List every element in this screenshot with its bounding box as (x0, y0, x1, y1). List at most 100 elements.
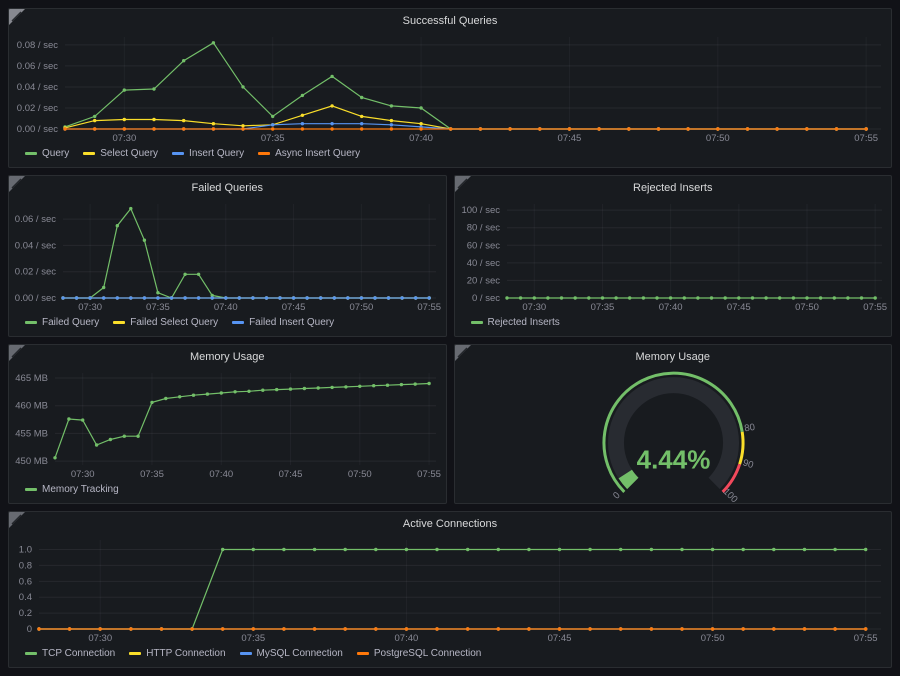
panel-corner-notice-icon[interactable] (9, 9, 25, 25)
legend-series-color-swatch (172, 152, 184, 155)
legend-series-color-swatch (240, 652, 252, 655)
y-axis-tick-label: 1.0 (19, 545, 32, 556)
dashboard: Successful Queries 07:30 07:35 07:40 07:45 0… (0, 0, 900, 676)
time-series-chart[interactable]: 07:3007:3507:4007:4507:5007:550 / sec20 … (455, 197, 892, 314)
y-axis-tick-label: 0.6 (19, 576, 32, 587)
panel-corner-notice-icon[interactable] (455, 176, 471, 192)
y-axis-tick-label: 465 MB (15, 373, 48, 384)
legend-item-async-insert-query[interactable]: Async Insert Query (258, 148, 360, 159)
panel-corner-notice-icon[interactable] (9, 512, 25, 528)
y-axis-tick-label: 450 MB (15, 456, 48, 467)
panel-corner-notice-icon[interactable] (9, 176, 25, 192)
gauge-scale-label: 100 (720, 486, 739, 503)
x-axis-tick-label: 07:50 (701, 633, 725, 644)
legend-item-postgresql-connection[interactable]: PostgreSQL Connection (357, 648, 481, 659)
y-axis-tick-label: 0.02 / sec (15, 267, 56, 278)
x-axis-tick-label: 07:35 (241, 633, 265, 644)
legend-item-query[interactable]: Query (25, 148, 69, 159)
gauge-chart[interactable]: 080901004.44% (455, 366, 892, 503)
y-axis-tick-label: 0.00 / sec (17, 124, 58, 135)
chart-canvas: 07:3007:3507:4007:4507:5007:550 / sec20 … (455, 197, 892, 314)
x-axis-tick-label: 07:30 (522, 302, 546, 313)
x-axis-tick-label: 07:35 (261, 133, 285, 144)
x-axis-tick-label: 07:35 (146, 302, 170, 313)
time-series-chart[interactable]: 07:3007:3507:4007:4507:5007:5500.20.40.6… (9, 533, 891, 645)
x-axis-tick-label: 07:55 (863, 302, 887, 313)
x-axis-tick-label: 07:45 (548, 633, 572, 644)
time-series-chart[interactable]: 07:3007:3507:4007:4507:5007:550.00 / sec… (9, 197, 446, 314)
chart-canvas: 07:3007:3507:4007:4507:5007:5500.20.40.6… (9, 533, 891, 645)
gauge-scale-label: 80 (743, 422, 755, 435)
x-axis-tick-label: 07:50 (795, 302, 819, 313)
panel-title[interactable]: Successful Queries (9, 9, 891, 30)
series-line-memory-tracking (55, 384, 429, 458)
y-axis-tick-label: 0.02 / sec (17, 103, 58, 114)
panel-rejected-inserts: Rejected Inserts 07:3007:3507:4007:4507:… (454, 175, 893, 337)
y-axis-tick-label: 100 / sec (461, 205, 500, 216)
legend-item-failed-insert-query[interactable]: Failed Insert Query (232, 317, 334, 328)
legend-item-select-query[interactable]: Select Query (83, 148, 158, 159)
legend-series-label: Failed Query (42, 317, 99, 328)
panel-legend: Query Select Query Insert Query Async Inser… (9, 145, 891, 167)
legend-series-color-swatch (113, 321, 125, 324)
legend-series-label: Query (42, 148, 69, 159)
legend-series-color-swatch (129, 652, 141, 655)
gauge-canvas: 080901004.44% (455, 366, 892, 503)
y-axis-tick-label: 40 / sec (466, 258, 500, 269)
y-axis-tick-label: 0.2 (19, 608, 32, 619)
panel-legend: Memory Tracking (9, 481, 446, 503)
series-line-select-query (65, 106, 866, 129)
panel-legend: TCP Connection HTTP Connection MySQL Conne… (9, 645, 891, 667)
y-axis-tick-label: 460 MB (15, 401, 48, 412)
legend-series-color-swatch (258, 152, 270, 155)
panel-title[interactable]: Memory Usage (455, 345, 892, 366)
panel-corner-notice-icon[interactable] (9, 345, 25, 361)
legend-series-color-swatch (25, 152, 37, 155)
legend-series-color-swatch (83, 152, 95, 155)
x-axis-tick-label: 07:35 (590, 302, 614, 313)
legend-item-failed-query[interactable]: Failed Query (25, 317, 99, 328)
legend-item-failed-select-query[interactable]: Failed Select Query (113, 317, 218, 328)
y-axis-tick-label: 0.08 / sec (17, 40, 58, 51)
legend-series-color-swatch (357, 652, 369, 655)
legend-item-rejected-inserts[interactable]: Rejected Inserts (471, 317, 560, 328)
legend-series-color-swatch (25, 488, 37, 491)
y-axis-tick-label: 20 / sec (466, 275, 500, 286)
panel-memory-usage-gauge: Memory Usage 080901004.44% (454, 344, 893, 504)
x-axis-tick-label: 07:35 (140, 469, 164, 480)
legend-item-tcp-connection[interactable]: TCP Connection (25, 648, 115, 659)
time-series-chart[interactable]: 07:3007:3507:4007:4507:5007:55450 MB455 … (9, 366, 446, 481)
x-axis-tick-label: 07:45 (279, 469, 303, 480)
x-axis-tick-label: 07:30 (71, 469, 95, 480)
y-axis-tick-label: 0 (27, 624, 32, 635)
y-axis-tick-label: 0.06 / sec (17, 61, 58, 72)
panel-title[interactable]: Active Connections (9, 512, 891, 533)
x-axis-tick-label: 07:30 (78, 302, 102, 313)
legend-item-memory-tracking[interactable]: Memory Tracking (25, 484, 119, 495)
legend-series-label: Rejected Inserts (488, 317, 560, 328)
time-series-chart[interactable]: 07:3007:3507:4007:4507:5007:550.00 / sec… (9, 30, 891, 145)
x-axis-tick-label: 07:30 (88, 633, 112, 644)
gauge-value-text: 4.44% (636, 445, 710, 475)
gauge-value-arc (625, 474, 633, 483)
y-axis-tick-label: 455 MB (15, 428, 48, 439)
legend-item-http-connection[interactable]: HTTP Connection (129, 648, 225, 659)
legend-series-label: Failed Insert Query (249, 317, 334, 328)
gauge-scale-label: 0 (611, 490, 623, 502)
x-axis-tick-label: 07:40 (209, 469, 233, 480)
x-axis-tick-label: 07:50 (350, 302, 374, 313)
panel-title[interactable]: Rejected Inserts (455, 176, 892, 197)
panel-title[interactable]: Memory Usage (9, 345, 446, 366)
x-axis-tick-label: 07:30 (112, 133, 136, 144)
x-axis-tick-label: 07:40 (395, 633, 419, 644)
panel-title[interactable]: Failed Queries (9, 176, 446, 197)
chart-canvas: 07:3007:3507:4007:4507:5007:550.00 / sec… (9, 197, 446, 314)
legend-item-insert-query[interactable]: Insert Query (172, 148, 244, 159)
y-axis-tick-label: 0.00 / sec (15, 293, 56, 304)
panel-corner-notice-icon[interactable] (455, 345, 471, 361)
x-axis-tick-label: 07:40 (658, 302, 682, 313)
y-axis-tick-label: 0.04 / sec (15, 240, 56, 251)
legend-item-mysql-connection[interactable]: MySQL Connection (240, 648, 343, 659)
y-axis-tick-label: 80 / sec (466, 223, 500, 234)
x-axis-tick-label: 07:45 (282, 302, 306, 313)
